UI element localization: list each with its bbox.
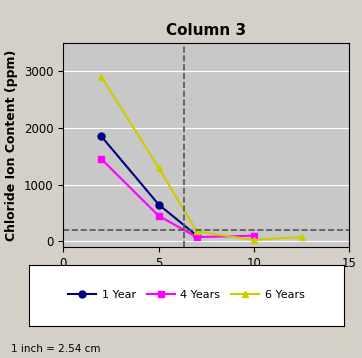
- 6 Years: [99, 75, 104, 79]
- Y-axis label: Chloride Ion Content (ppm): Chloride Ion Content (ppm): [5, 49, 18, 241]
- Line: 6 Years: 6 Years: [98, 73, 305, 243]
- Legend: 1 Year, 4 Years, 6 Years: 1 Year, 4 Years, 6 Years: [64, 286, 309, 305]
- 1 Year: [99, 134, 104, 139]
- Line: 4 Years: 4 Years: [98, 156, 257, 241]
- Title: Column 3: Column 3: [166, 23, 247, 38]
- 1 Year: [195, 233, 199, 238]
- 1 Year: [156, 202, 161, 207]
- 6 Years: [252, 238, 256, 242]
- 6 Years: [156, 165, 161, 170]
- 6 Years: [299, 235, 304, 239]
- 4 Years: [252, 233, 256, 238]
- Line: 1 Year: 1 Year: [98, 133, 200, 239]
- 4 Years: [99, 157, 104, 161]
- 6 Years: [195, 229, 199, 233]
- X-axis label: Depth (cm): Depth (cm): [167, 275, 246, 288]
- 4 Years: [156, 214, 161, 218]
- Text: 1 inch = 2.54 cm: 1 inch = 2.54 cm: [11, 344, 100, 354]
- 4 Years: [195, 235, 199, 239]
